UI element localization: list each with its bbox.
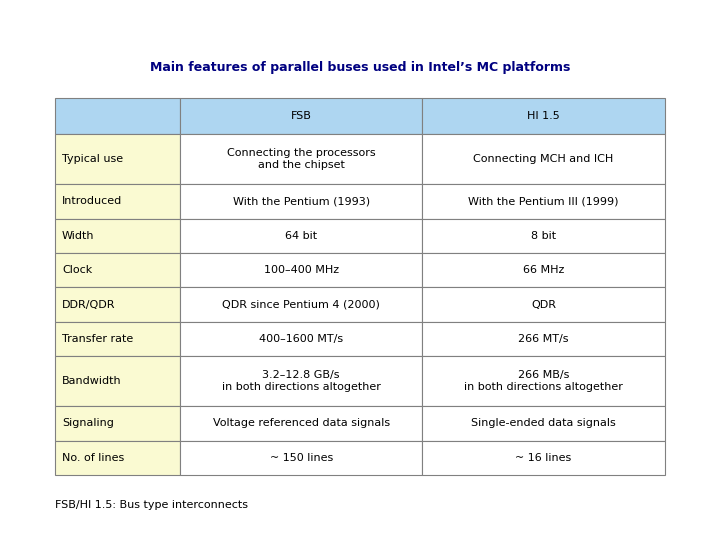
Bar [180, 287, 422, 322]
Text: 66 MHz: 66 MHz [523, 265, 564, 275]
Text: QDR: QDR [531, 300, 556, 309]
Text: QDR since Pentium 4 (2000): QDR since Pentium 4 (2000) [222, 300, 380, 309]
Text: Single-ended data signals: Single-ended data signals [471, 418, 616, 428]
Text: Transfer rate: Transfer rate [62, 334, 133, 344]
Bar [55, 219, 180, 253]
Bar [422, 219, 665, 253]
Bar [180, 98, 422, 134]
Text: DDR/QDR: DDR/QDR [62, 300, 115, 309]
Bar [55, 356, 180, 406]
Bar [55, 287, 180, 322]
Bar [55, 406, 180, 441]
Bar [180, 356, 422, 406]
Text: Introduced: Introduced [62, 196, 122, 206]
Text: HI 1.5: HI 1.5 [527, 111, 560, 121]
Text: Width: Width [62, 231, 94, 241]
Text: 64 bit: 64 bit [285, 231, 318, 241]
Text: 2.2 Buses interconnecting platform components (6): 2.2 Buses interconnecting platform compo… [99, 11, 621, 29]
Bar [422, 134, 665, 184]
Text: 400–1600 MT/s: 400–1600 MT/s [259, 334, 343, 344]
Bar [55, 253, 180, 287]
Text: FSB/HI 1.5: Bus type interconnects: FSB/HI 1.5: Bus type interconnects [55, 500, 248, 510]
Bar [422, 253, 665, 287]
Bar [422, 287, 665, 322]
Text: Clock: Clock [62, 265, 92, 275]
Text: No. of lines: No. of lines [62, 453, 125, 463]
Bar [55, 184, 180, 219]
Text: 3.2–12.8 GB/s
in both directions altogether: 3.2–12.8 GB/s in both directions altoget… [222, 370, 381, 392]
Text: Voltage referenced data signals: Voltage referenced data signals [212, 418, 390, 428]
Bar [180, 184, 422, 219]
Bar [422, 184, 665, 219]
Text: 266 MT/s: 266 MT/s [518, 334, 569, 344]
Bar [180, 219, 422, 253]
Bar [180, 406, 422, 441]
Text: 8 bit: 8 bit [531, 231, 556, 241]
Text: FSB: FSB [291, 111, 312, 121]
Text: Typical use: Typical use [62, 154, 123, 164]
Bar [55, 322, 180, 356]
Text: 100–400 MHz: 100–400 MHz [264, 265, 338, 275]
Text: 266 MB/s
in both directions altogether: 266 MB/s in both directions altogether [464, 370, 623, 392]
Bar [180, 253, 422, 287]
Text: With the Pentium (1993): With the Pentium (1993) [233, 196, 369, 206]
Text: Signaling: Signaling [62, 418, 114, 428]
Text: With the Pentium III (1999): With the Pentium III (1999) [469, 196, 619, 206]
Text: Connecting MCH and ICH: Connecting MCH and ICH [474, 154, 613, 164]
Bar [422, 406, 665, 441]
Bar [422, 98, 665, 134]
Text: Main features of parallel buses used in Intel’s MC platforms: Main features of parallel buses used in … [150, 62, 570, 75]
Bar [55, 441, 180, 475]
Bar [422, 322, 665, 356]
Text: ~ 16 lines: ~ 16 lines [516, 453, 572, 463]
Bar [180, 134, 422, 184]
Text: Connecting the processors
and the chipset: Connecting the processors and the chipse… [227, 148, 375, 170]
Bar [180, 441, 422, 475]
Text: ~ 150 lines: ~ 150 lines [269, 453, 333, 463]
Bar [55, 98, 180, 134]
Bar [180, 322, 422, 356]
Text: Bandwidth: Bandwidth [62, 376, 122, 386]
Bar [422, 356, 665, 406]
Bar [55, 134, 180, 184]
Bar [422, 441, 665, 475]
